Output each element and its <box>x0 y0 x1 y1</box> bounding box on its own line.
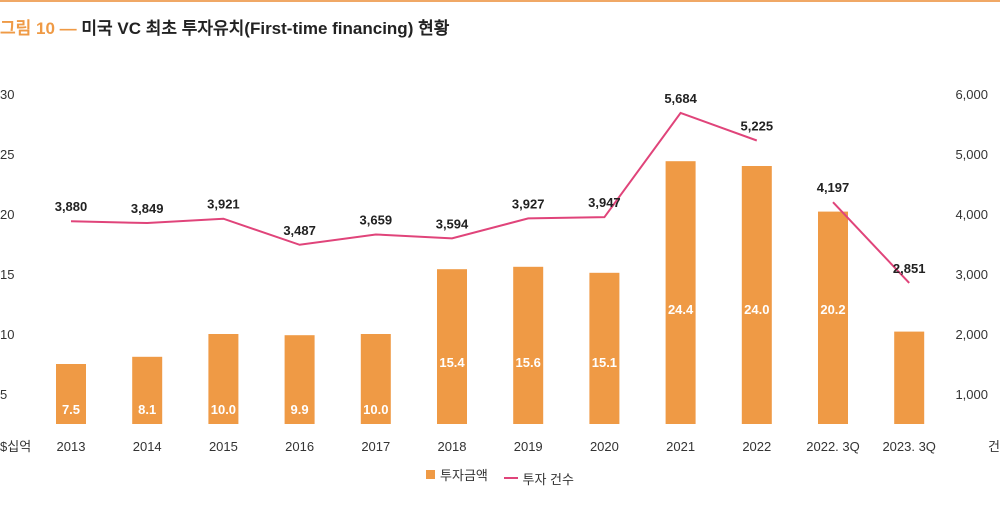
right-axis-tick: 6,000 <box>955 87 988 102</box>
legend-bar-label: 투자금액 <box>440 468 488 483</box>
legend-item-line: 투자 건수 <box>503 469 574 488</box>
right-axis-tick: 2,000 <box>955 327 988 342</box>
count-line <box>832 201 910 284</box>
bar-value-label: 15.6 <box>516 355 541 370</box>
category-label: 2019 <box>514 439 543 454</box>
left-axis-tick: 10 <box>0 327 14 342</box>
category-label: 2020 <box>590 439 619 454</box>
bar-value-label: 15.1 <box>592 355 617 370</box>
left-axis-unit: $십억 <box>0 439 31 454</box>
bar-value-label: 9.9 <box>291 402 309 417</box>
bar <box>437 269 467 424</box>
left-axis-tick: 25 <box>0 147 14 162</box>
left-axis-tick: 20 <box>0 207 14 222</box>
bar-value-label: 8.1 <box>138 402 156 417</box>
right-axis-tick: 1,000 <box>955 387 988 402</box>
category-label: 2013 <box>57 439 86 454</box>
category-label: 2021 <box>666 439 695 454</box>
category-label: 2022 <box>742 439 771 454</box>
category-label: 2023. 3Q <box>882 439 936 454</box>
title-dash: — <box>59 19 77 38</box>
legend: 투자금액 투자 건수 <box>0 465 1000 488</box>
legend-line-label: 투자 건수 <box>522 471 574 487</box>
category-label: 2016 <box>285 439 314 454</box>
bar <box>818 211 848 424</box>
bar <box>665 161 696 424</box>
count-value-label: 5,684 <box>664 91 697 106</box>
category-label: 2014 <box>133 439 162 454</box>
left-axis-tick: 5 <box>0 387 7 402</box>
count-value-label: 3,659 <box>360 212 393 227</box>
bar-value-label: 10.0 <box>211 402 236 417</box>
bar <box>589 272 620 424</box>
count-line <box>70 111 758 246</box>
count-value-label: 3,594 <box>436 216 469 231</box>
right-axis-unit: 건 <box>988 439 1000 454</box>
legend-bar-swatch <box>426 470 436 479</box>
bar-value-label: 15.4 <box>439 355 465 370</box>
bar <box>208 334 239 424</box>
title-text: 미국 VC 최초 투자유치(First-time financing) 현황 <box>81 19 450 38</box>
bar <box>741 166 772 424</box>
right-axis-tick: 3,000 <box>955 267 988 282</box>
legend-item-bar: 투자금액 <box>426 465 488 484</box>
left-axis-tick: 30 <box>0 87 14 102</box>
figure-title: 그림 10 — 미국 VC 최초 투자유치(First-time financi… <box>0 14 449 39</box>
bar <box>360 334 391 424</box>
figure-number: 그림 10 <box>0 19 55 38</box>
bar-value-label: 24.4 <box>668 302 694 317</box>
bar <box>132 356 163 424</box>
bar-value-label: 10.2 <box>897 302 922 317</box>
bar-value-label: 10.0 <box>363 402 388 417</box>
top-rule <box>0 0 1000 2</box>
right-axis-tick: 4,000 <box>955 207 988 222</box>
bar <box>56 364 86 424</box>
chart: 5 10 15 20 25 30 1,000 2,000 3,000 4,000 5,000 6,00… <box>0 87 1000 454</box>
count-value-label: 3,921 <box>207 197 240 212</box>
count-value-label: 3,927 <box>512 196 545 211</box>
count-value-label: 5,225 <box>741 119 774 134</box>
bar <box>513 266 544 424</box>
left-axis-tick: 15 <box>0 267 14 282</box>
count-value-label: 3,487 <box>283 223 316 238</box>
category-label: 2015 <box>209 439 238 454</box>
category-label: 2018 <box>438 439 467 454</box>
count-value-label: 3,947 <box>588 195 621 210</box>
right-axis-tick: 5,000 <box>955 147 988 162</box>
count-value-label: 4,197 <box>817 180 850 195</box>
legend-line-swatch <box>503 477 518 479</box>
bar-value-label: 24.0 <box>744 302 769 317</box>
bar <box>284 335 315 424</box>
bar <box>894 331 925 424</box>
category-label: 2022. 3Q <box>806 439 860 454</box>
count-value-label: 3,880 <box>55 199 88 214</box>
bar-value-label: 20.2 <box>820 302 845 317</box>
bar-value-label: 7.5 <box>62 402 80 417</box>
count-value-label: 3,849 <box>131 201 164 216</box>
count-value-label: 2,851 <box>893 261 926 276</box>
category-label: 2017 <box>361 439 390 454</box>
